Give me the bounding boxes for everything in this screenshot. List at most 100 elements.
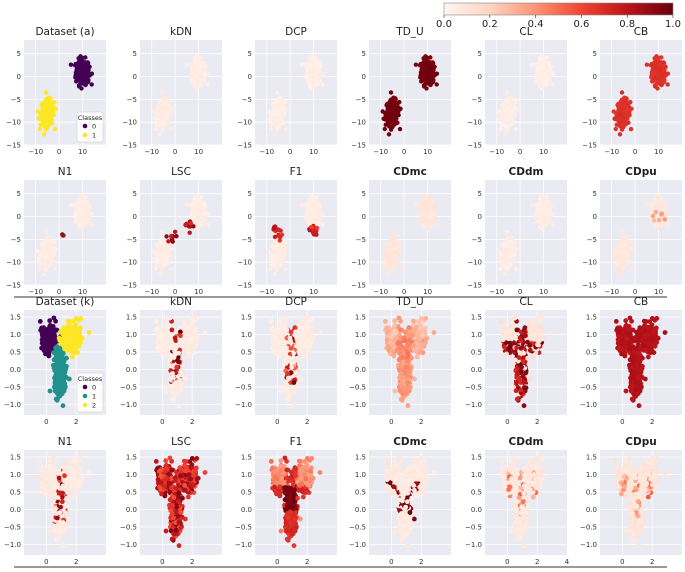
data-point: [42, 252, 47, 257]
plot-area: [485, 180, 567, 285]
data-point: [279, 106, 284, 111]
data-point: [538, 65, 544, 70]
data-point: [622, 121, 627, 126]
data-point: [38, 262, 43, 267]
data-point: [311, 195, 316, 200]
data-point-highlight: [272, 234, 278, 240]
data-point: [192, 56, 197, 61]
x-tick-label: 10: [539, 148, 548, 156]
data-point: [205, 211, 211, 216]
data-point: [270, 117, 276, 122]
data-point: [80, 195, 85, 200]
data-point: [308, 65, 314, 70]
data-point: [307, 196, 312, 201]
data-point: [284, 246, 289, 251]
data-point: [397, 126, 403, 132]
panel-title: Dataset (a): [35, 26, 94, 38]
data-point: [155, 257, 161, 262]
colorbar-tick-label: 0.4: [528, 19, 544, 30]
y-tick-label: 5: [133, 190, 137, 198]
data-point: [276, 102, 282, 108]
x-tick-label: 0: [173, 148, 177, 156]
data-point: [431, 72, 436, 77]
data-point: [614, 122, 619, 127]
data-point: [320, 71, 326, 76]
data-point: [320, 82, 325, 87]
data-point: [506, 102, 512, 108]
data-point: [274, 127, 280, 132]
x-tick-label: 10: [194, 148, 203, 156]
data-point: [503, 112, 508, 117]
data-point: [649, 74, 654, 79]
data-point: [37, 126, 42, 132]
y-tick-label: 0: [478, 73, 482, 81]
data-point: [650, 62, 655, 67]
y-tick-label: −10: [237, 259, 252, 267]
x-tick-label: −10: [489, 148, 504, 156]
x-tick-label: 0: [402, 148, 406, 156]
data-point: [391, 121, 396, 126]
data-point: [76, 224, 82, 229]
data-point: [273, 252, 278, 257]
data-point-highlight: [170, 237, 175, 243]
data-point: [391, 235, 396, 240]
plot-area: [600, 40, 682, 145]
data-point: [273, 112, 278, 117]
legend-marker: [82, 123, 88, 129]
y-tick-label: −15: [467, 282, 482, 290]
plot-area: [369, 180, 451, 285]
x-tick-label: 10: [78, 148, 87, 156]
data-point: [68, 202, 74, 207]
data-point: [269, 122, 274, 127]
data-point: [41, 272, 47, 277]
data-point: [537, 196, 542, 201]
data-point: [277, 261, 282, 266]
data-point: [529, 62, 535, 67]
data-point: [192, 196, 197, 201]
data-point: [428, 82, 433, 88]
data-point: [390, 114, 395, 120]
data-point: [618, 112, 623, 117]
data-point: [169, 246, 174, 251]
data-point: [502, 132, 508, 137]
data-point: [620, 107, 626, 112]
plot-area: [140, 180, 222, 285]
data-point: [617, 132, 623, 137]
data-point: [45, 242, 51, 248]
y-tick-label: −5: [11, 96, 21, 104]
colorbar-tick-label: 0.0: [436, 19, 452, 30]
y-tick-label: −5: [356, 236, 366, 244]
data-point: [424, 214, 430, 219]
data-point: [168, 266, 174, 272]
data-point: [43, 90, 49, 95]
data-point-highlight: [310, 230, 316, 235]
data-point: [162, 261, 167, 266]
data-point: [393, 246, 398, 251]
data-point: [419, 62, 424, 67]
y-tick-label: −15: [122, 282, 137, 290]
data-point: [388, 127, 394, 132]
legend-label: 1: [92, 132, 96, 140]
data-point: [79, 214, 85, 219]
data-point: [46, 95, 51, 100]
data-point: [509, 106, 514, 111]
data-point: [164, 106, 169, 111]
x-tick-label: 0: [518, 148, 522, 156]
data-point: [193, 65, 199, 70]
data-point: [382, 266, 387, 272]
data-point: [507, 121, 512, 126]
data-point: [431, 203, 436, 208]
data-point: [397, 266, 403, 272]
y-tick-label: −15: [6, 142, 21, 150]
x-tick-label: 10: [423, 288, 432, 296]
data-point: [317, 72, 322, 77]
data-point: [74, 62, 79, 67]
colorbar-tick-label: 0.8: [619, 19, 635, 30]
data-point: [161, 254, 166, 260]
y-tick-label: −15: [467, 142, 482, 150]
